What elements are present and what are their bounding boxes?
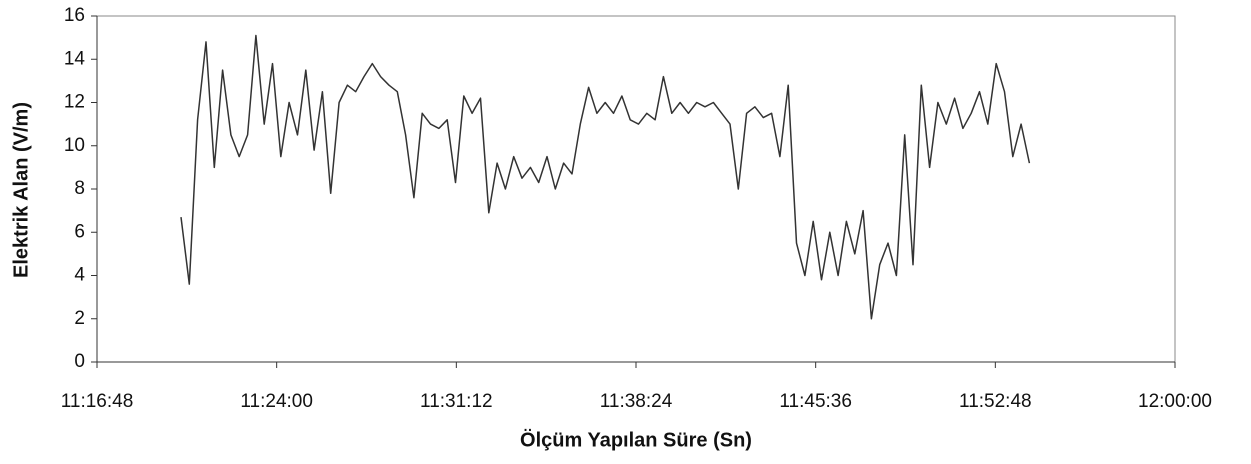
y-tick-label: 12	[64, 92, 85, 113]
x-tick-label: 11:38:24	[600, 391, 673, 412]
x-tick-label: 11:52:48	[959, 391, 1032, 412]
data-line	[180, 34, 1031, 320]
y-tick-label: 16	[64, 5, 85, 26]
y-tick-label: 8	[74, 178, 85, 199]
y-tick-label: 6	[74, 221, 85, 242]
y-tick-label: 14	[64, 48, 86, 69]
y-tick-label: 0	[74, 351, 85, 372]
y-tick-label: 10	[64, 135, 85, 156]
x-tick-label: 12:00:00	[1138, 391, 1212, 412]
x-tick-label: 11:24:00	[240, 391, 313, 412]
y-tick-label: 2	[74, 308, 85, 329]
x-tick-label: 11:16:48	[61, 391, 134, 412]
y-tick-label: 4	[74, 265, 85, 286]
x-axis-title: Ölçüm Yapılan Süre (Sn)	[520, 428, 752, 451]
x-tick-label: 11:45:36	[779, 391, 852, 412]
x-tick-label: 11:31:12	[420, 391, 493, 412]
y-axis-title: Elektrik Alan (V/m)	[10, 102, 32, 278]
